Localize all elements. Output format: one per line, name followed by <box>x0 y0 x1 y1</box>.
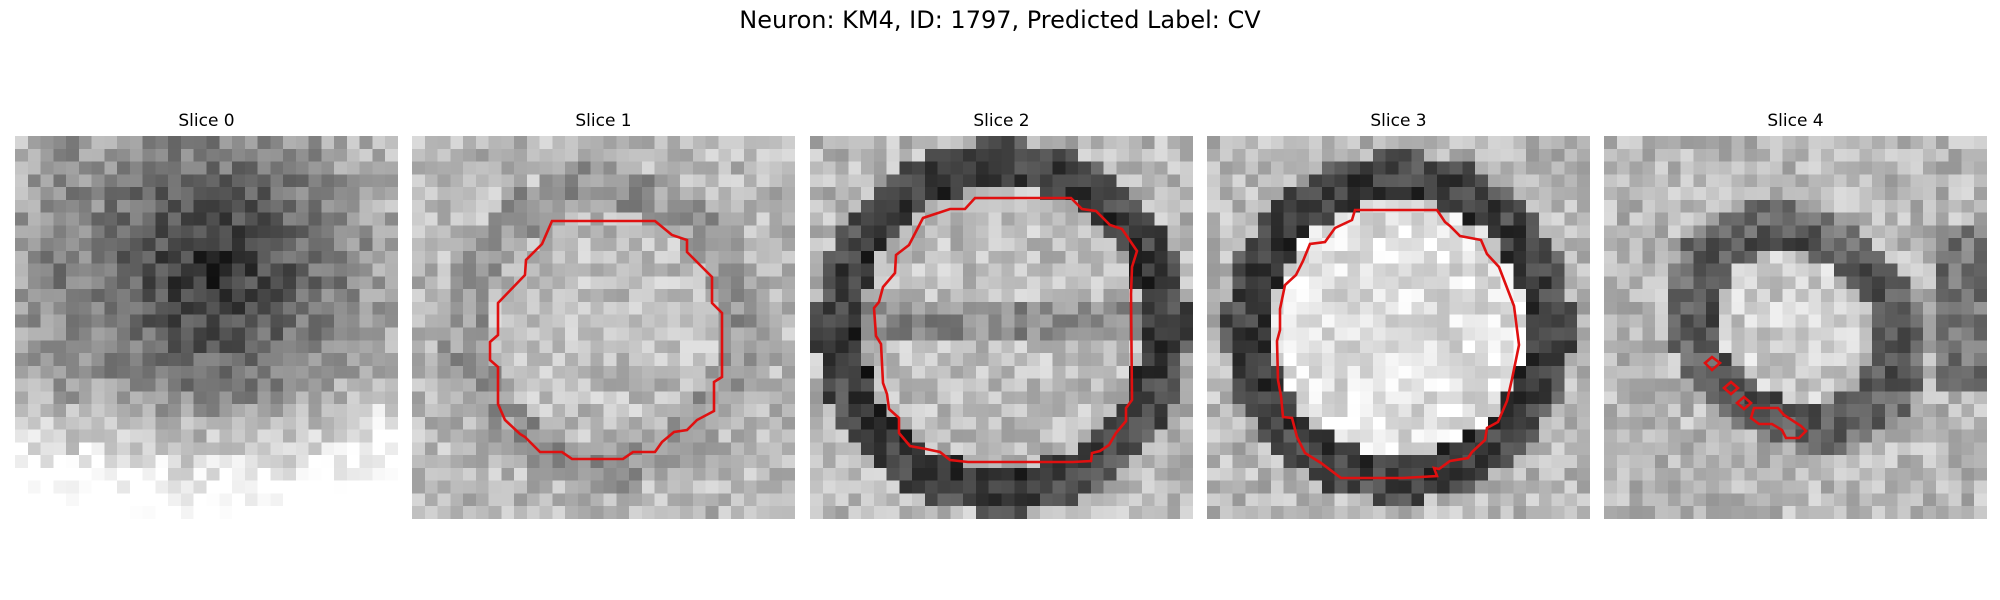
segmentation-overlay <box>872 196 1139 464</box>
slice-image <box>412 136 795 519</box>
slice-title: Slice 4 <box>1767 111 1824 131</box>
slice-image <box>15 136 398 519</box>
slice-grayscale-canvas <box>1604 136 1987 519</box>
segmentation-contour <box>488 219 724 461</box>
slice-panel-1: Slice 1 <box>412 108 795 519</box>
segmentation-overlay <box>15 136 398 519</box>
figure-title: Neuron: KM4, ID: 1797, Predicted Label: … <box>739 6 1261 34</box>
segmentation-overlay <box>488 219 724 461</box>
segmentation-contour <box>1722 380 1740 396</box>
segmentation-contour <box>872 196 1139 464</box>
slice-panel-0: Slice 0 <box>15 108 398 519</box>
segmentation-overlay <box>1703 355 1808 440</box>
slice-grayscale-canvas <box>810 136 1193 519</box>
segmentation-overlay <box>1275 208 1521 480</box>
slice-title: Slice 3 <box>1370 111 1427 131</box>
slice-grayscale-canvas <box>1207 136 1590 519</box>
slice-panel-3: Slice 3 <box>1207 108 1590 519</box>
slice-image <box>810 136 1193 519</box>
slice-title: Slice 0 <box>178 111 235 131</box>
segmentation-contour <box>1703 355 1723 372</box>
segmentation-contour <box>1735 395 1753 411</box>
slice-image <box>1604 136 1987 519</box>
segmentation-contour <box>1275 208 1521 480</box>
slice-title: Slice 2 <box>973 111 1030 131</box>
slice-panel-4: Slice 4 <box>1604 108 1987 519</box>
slice-image <box>1207 136 1590 519</box>
slice-panel-2: Slice 2 <box>810 108 1193 519</box>
slice-grayscale-canvas <box>412 136 795 519</box>
slice-grayscale-canvas <box>15 136 398 519</box>
segmentation-contour <box>1749 406 1808 440</box>
slice-title: Slice 1 <box>575 111 632 131</box>
